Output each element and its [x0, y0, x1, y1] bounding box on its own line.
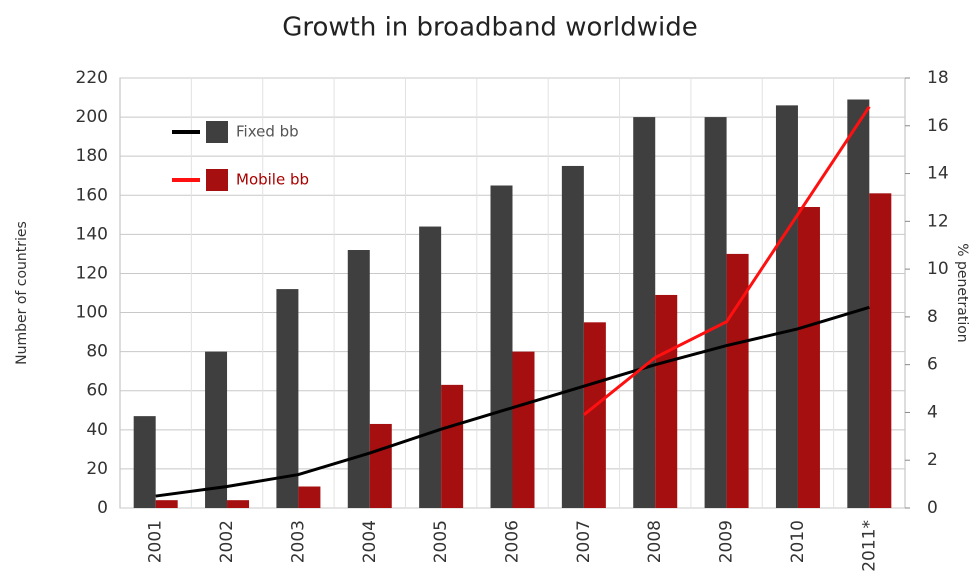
bar	[797, 207, 820, 508]
y2-tick-label: 18	[927, 68, 949, 88]
y-tick-label: 160	[76, 185, 108, 205]
legend-label: Fixed bb	[236, 123, 299, 141]
y-tick-label: 40	[86, 420, 108, 440]
y2-tick-label: 10	[927, 259, 949, 279]
bar	[655, 294, 678, 508]
bar	[133, 416, 156, 508]
bar	[512, 351, 535, 508]
bar	[775, 105, 798, 508]
bar	[155, 500, 178, 508]
x-tick-label: 2005	[431, 520, 451, 563]
bar	[869, 193, 892, 508]
y-tick-label: 0	[97, 498, 108, 518]
legend-swatch	[206, 169, 228, 191]
chart-title: Growth in broadband worldwide	[282, 13, 698, 43]
y-tick-label: 120	[76, 263, 108, 283]
y2-axis-title: % penetration	[954, 243, 970, 342]
bar	[561, 165, 584, 509]
bar	[847, 99, 870, 508]
y-tick-label: 60	[86, 381, 108, 401]
x-tick-label: 2006	[503, 520, 523, 563]
x-tick-label: 2010	[788, 520, 808, 563]
x-tick-label: 2002	[217, 520, 237, 563]
y2-tick-label: 16	[927, 116, 949, 136]
bar	[726, 253, 749, 508]
y2-tick-label: 4	[927, 402, 938, 422]
x-tick-label: 2008	[645, 520, 665, 563]
legend-swatch	[206, 121, 228, 143]
bar	[704, 117, 727, 508]
x-tick-label: 2001	[146, 520, 166, 563]
bar	[347, 250, 370, 508]
bar	[369, 423, 392, 508]
y-tick-label: 20	[86, 459, 108, 479]
y-tick-label: 200	[76, 107, 108, 127]
y2-tick-label: 0	[927, 498, 938, 518]
bar	[298, 486, 321, 508]
bar	[227, 500, 250, 508]
y2-tick-label: 8	[927, 307, 938, 327]
y-tick-label: 140	[76, 224, 108, 244]
bar	[490, 185, 513, 508]
y-tick-label: 220	[76, 68, 108, 88]
legend-label: Mobile bb	[236, 171, 309, 189]
bar	[583, 322, 606, 508]
bar	[276, 289, 299, 508]
bar	[441, 384, 464, 508]
x-tick-label: 2004	[360, 520, 380, 563]
y-tick-label: 180	[76, 146, 108, 166]
x-tick-label: 2009	[717, 520, 737, 563]
bar	[205, 351, 228, 508]
y2-tick-label: 12	[927, 211, 949, 231]
y2-tick-label: 14	[927, 164, 949, 184]
x-tick-label: 2003	[288, 520, 308, 563]
y2-tick-label: 2	[927, 450, 938, 470]
y-tick-label: 100	[76, 303, 108, 323]
y-axis-title: Number of countries	[14, 221, 30, 365]
line	[155, 305, 870, 498]
bar	[419, 226, 442, 508]
y-tick-label: 80	[86, 342, 108, 362]
y2-tick-label: 6	[927, 355, 938, 375]
line	[582, 105, 871, 417]
x-tick-label: 2007	[574, 520, 594, 563]
bar	[633, 117, 656, 508]
x-tick-label: 2011*	[859, 520, 879, 572]
